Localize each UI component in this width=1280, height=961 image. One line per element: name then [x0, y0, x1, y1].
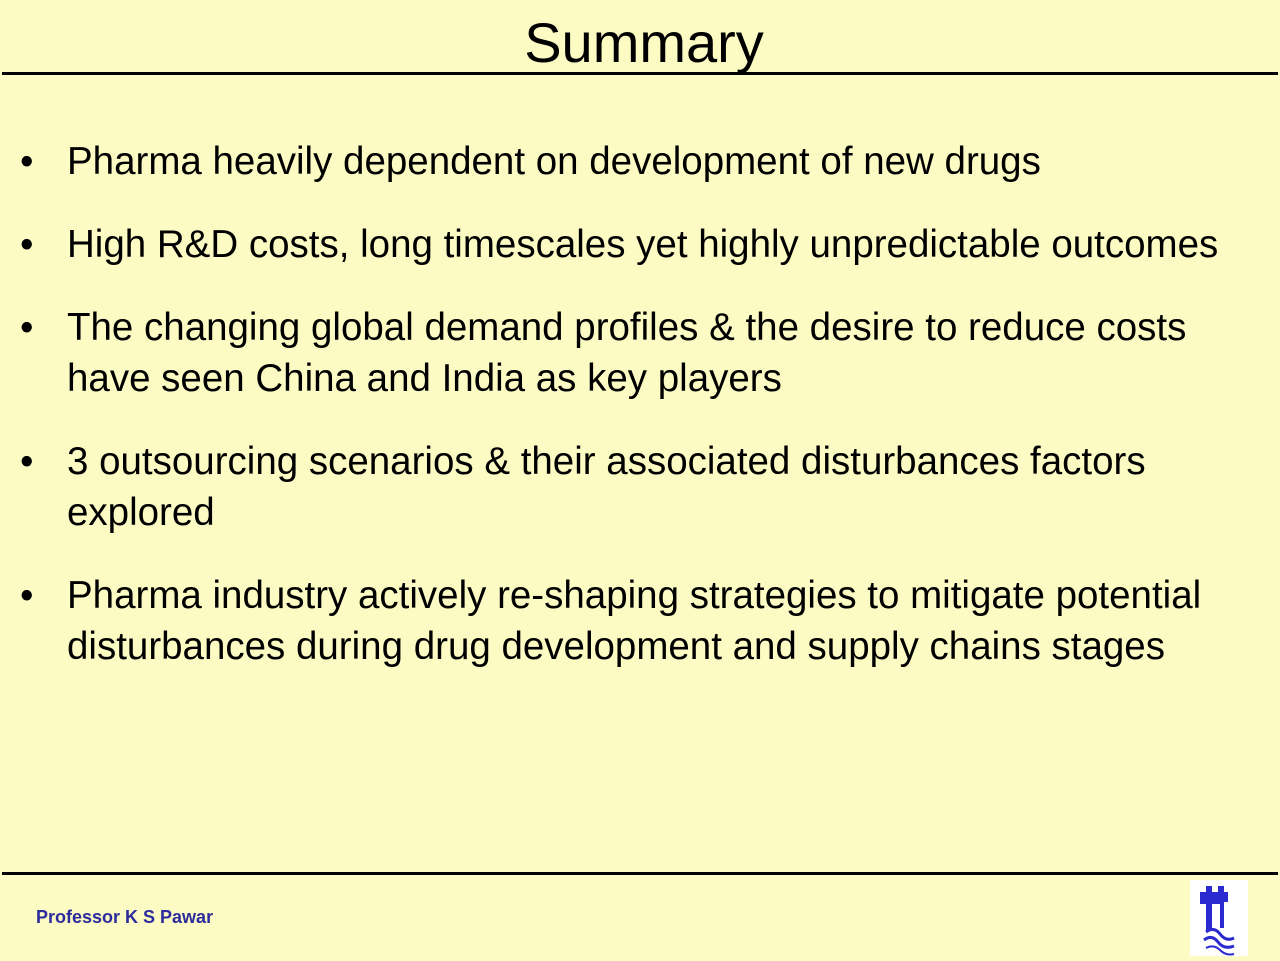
bullet-item: • The changing global demand profiles & t…: [0, 302, 1260, 404]
castle-logo-icon: [1190, 880, 1248, 956]
footer-author: Professor K S Pawar: [36, 907, 214, 927]
bullet-text: Pharma heavily dependent on development …: [67, 140, 1041, 183]
bullet-item: • 3 outsourcing scenarios & their associa…: [0, 436, 1260, 538]
bullet-item: • Pharma heavily dependent on development…: [0, 136, 1260, 187]
bullet-text: Pharma industry actively re-shaping stra…: [67, 574, 1202, 668]
bullet-item: • High R&D costs, long timescales yet hig…: [0, 219, 1260, 270]
bullet-text: The changing global demand profiles & th…: [67, 306, 1187, 400]
bullet-text: 3 outsourcing scenarios & their associat…: [67, 440, 1146, 534]
bullet-icon: •: [20, 223, 34, 266]
bullet-icon: •: [20, 140, 34, 183]
bullet-icon: •: [20, 440, 34, 483]
footer-divider: [2, 872, 1278, 875]
title-divider: [2, 72, 1278, 75]
bullet-text: High R&D costs, long timescales yet high…: [67, 223, 1219, 266]
slide-title: Summary: [524, 11, 764, 74]
bullet-list: • Pharma heavily dependent on development…: [0, 136, 1260, 704]
bullet-icon: •: [20, 574, 34, 617]
bullet-item: • Pharma industry actively re-shaping str…: [0, 570, 1260, 672]
bullet-icon: •: [20, 306, 34, 349]
